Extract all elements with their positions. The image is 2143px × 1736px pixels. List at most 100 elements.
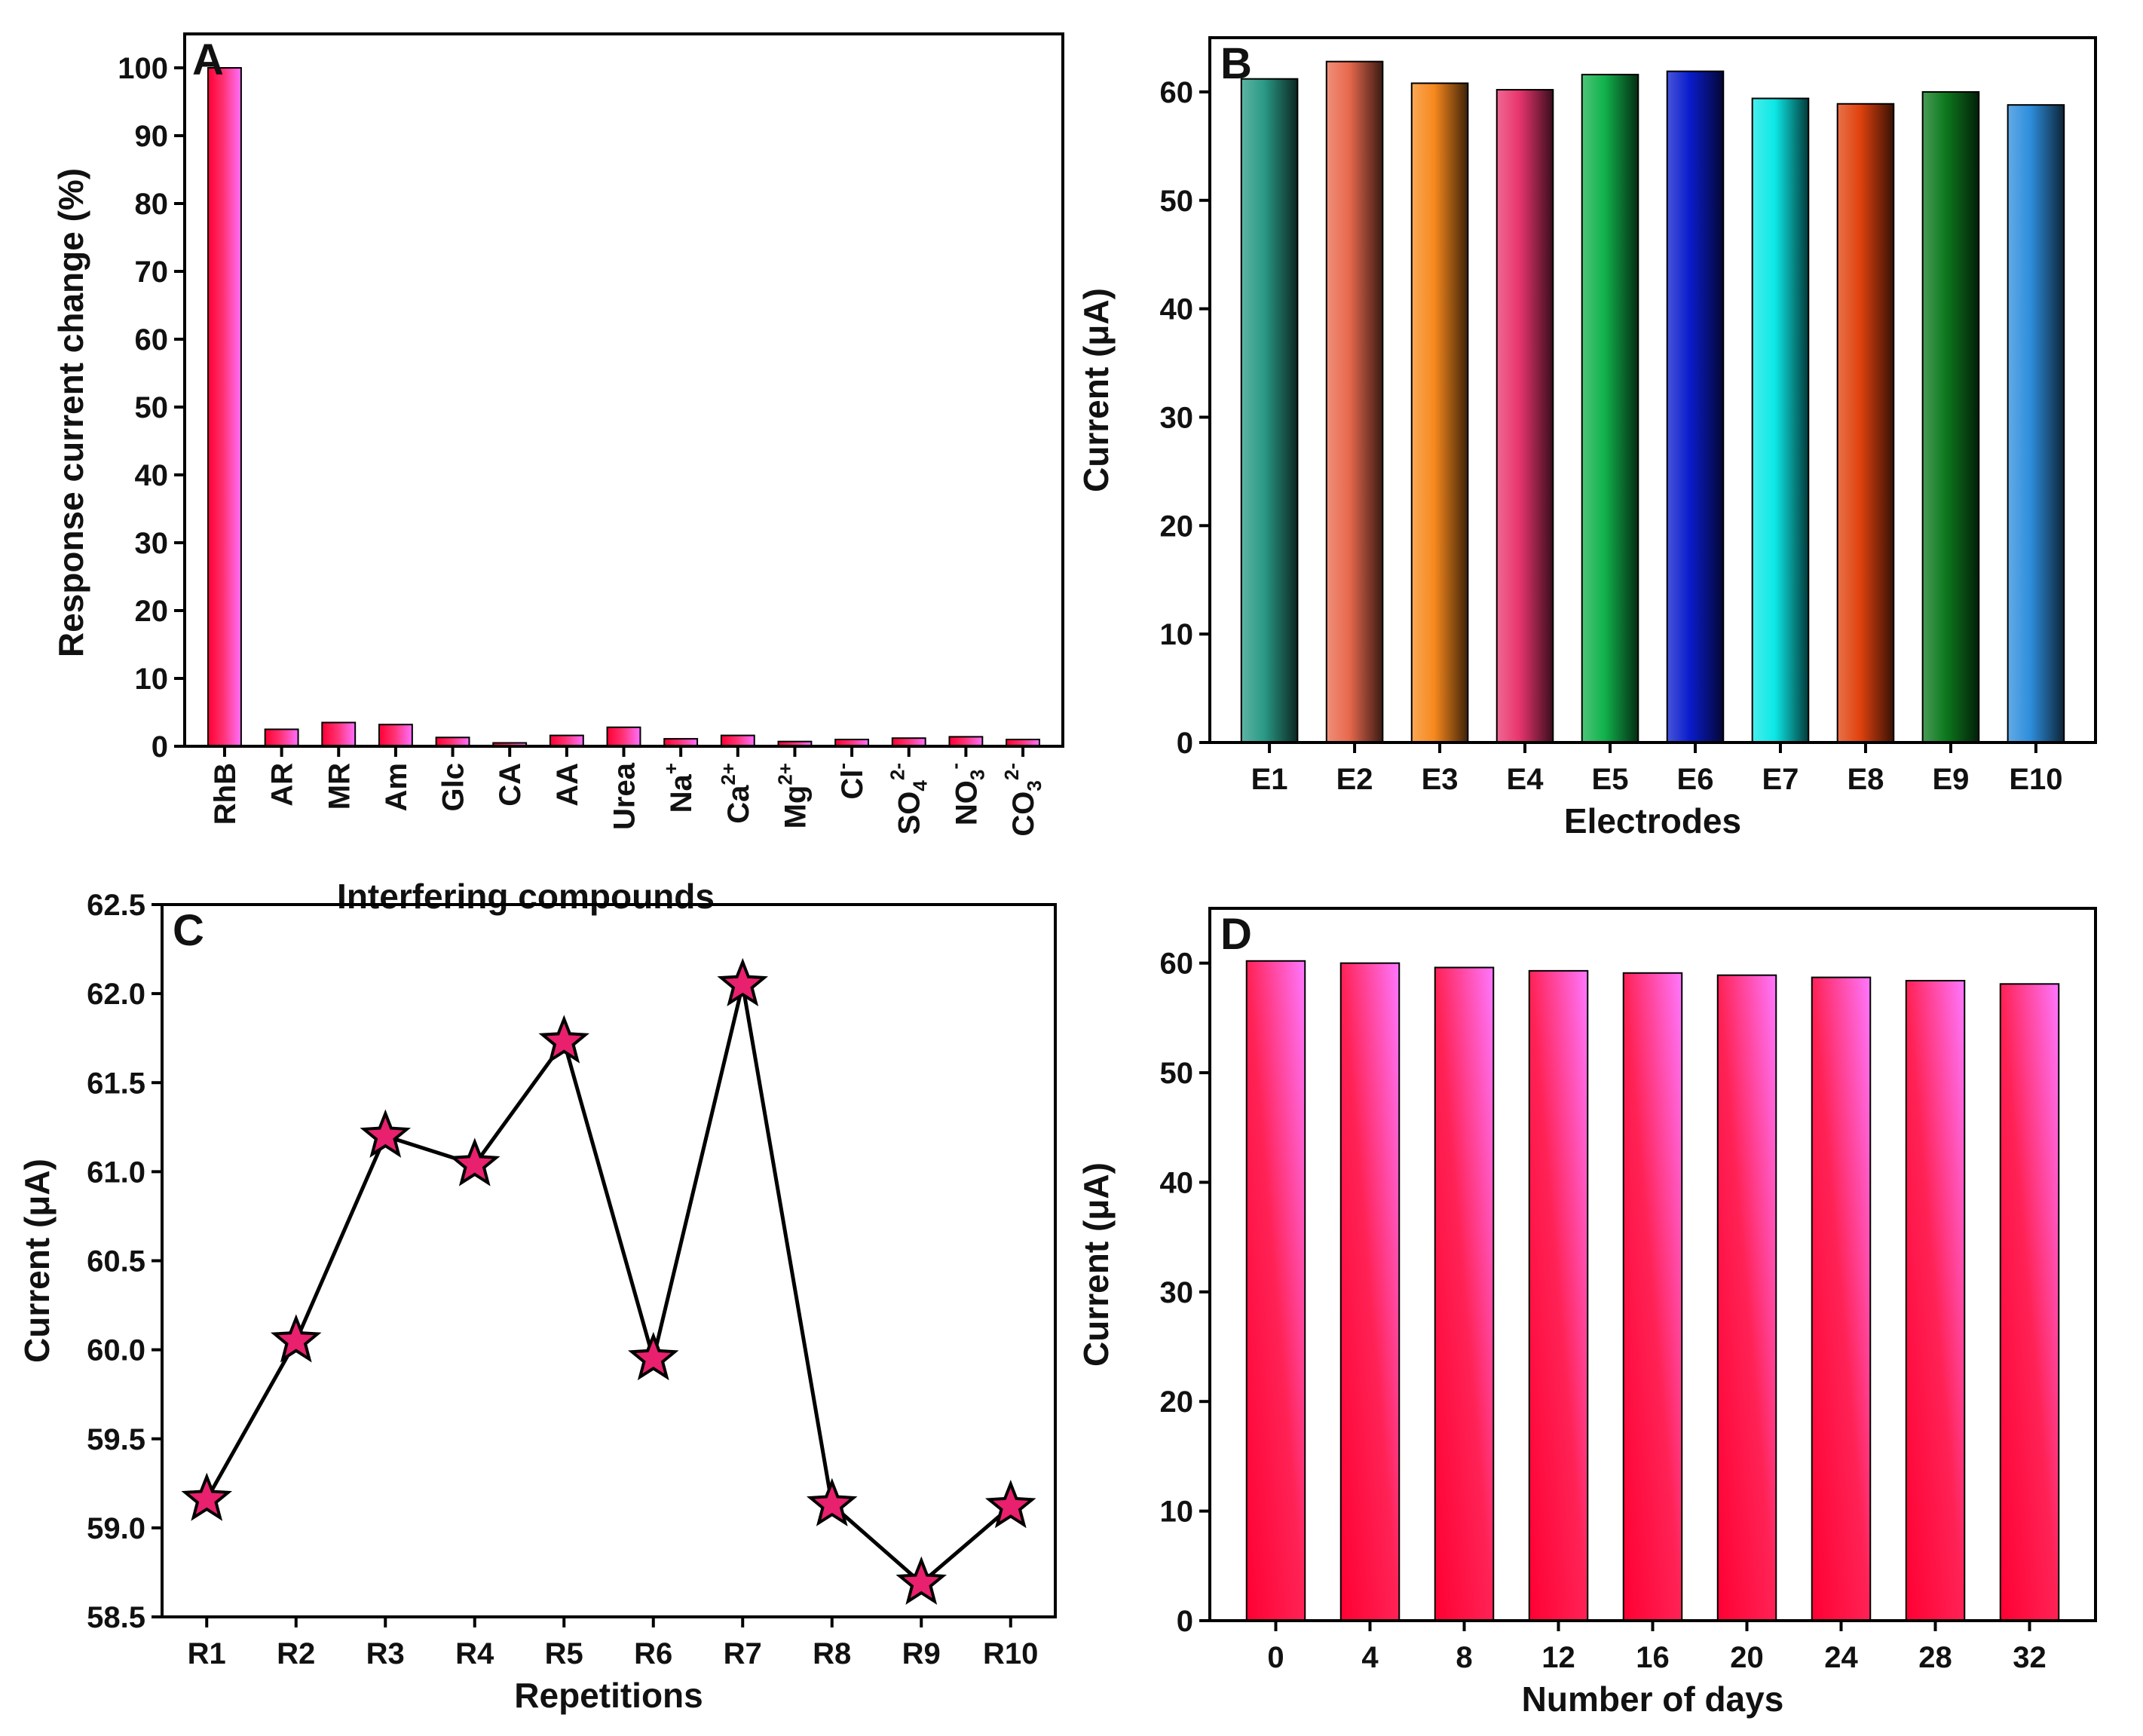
bar xyxy=(264,728,299,747)
x-tick-label: MR xyxy=(323,763,356,810)
bar xyxy=(1716,974,1777,1621)
plot-frame xyxy=(183,32,1064,748)
bar xyxy=(1410,82,1469,743)
x-axis-title: Number of days xyxy=(1522,1679,1784,1719)
x-tick-label: SO42- xyxy=(886,763,932,834)
bar xyxy=(1434,966,1495,1621)
bar xyxy=(2007,104,2065,743)
y-tick-label: 0 xyxy=(1177,727,1193,760)
data-point-star xyxy=(448,1137,501,1186)
y-tick-label: 62.5 xyxy=(87,889,145,922)
bar xyxy=(1496,89,1554,744)
x-tick-label: 4 xyxy=(1361,1641,1379,1674)
panel-label: C xyxy=(173,906,204,955)
x-tick-label: E8 xyxy=(1847,763,1884,796)
data-point-star xyxy=(270,1314,322,1363)
bar xyxy=(606,726,641,747)
bar xyxy=(1240,78,1299,743)
y-tick-label: 40 xyxy=(1160,1166,1194,1199)
data-point-star xyxy=(628,1331,679,1381)
x-tick-label: CO32- xyxy=(1000,763,1045,837)
data-point-star xyxy=(360,1109,412,1158)
x-tick-label: NO3- xyxy=(943,763,988,825)
x-tick-label: E4 xyxy=(1507,763,1544,796)
data-point-star xyxy=(807,1477,858,1526)
plot-frame xyxy=(1208,907,2097,1622)
y-tick-label: 50 xyxy=(1160,185,1194,218)
y-tick-label: 10 xyxy=(135,663,169,696)
y-axis-title: Current (μA) xyxy=(1076,1162,1116,1367)
y-tick-label: 40 xyxy=(135,459,169,492)
x-tick-label: Cl- xyxy=(831,763,869,800)
x-tick-label: R3 xyxy=(366,1637,405,1670)
x-tick-label: R7 xyxy=(724,1637,762,1670)
x-tick-label: Urea xyxy=(608,762,641,830)
y-tick-label: 40 xyxy=(1160,293,1194,326)
bar xyxy=(1751,97,1810,744)
x-tick-label: 32 xyxy=(2013,1641,2047,1674)
y-tick-label: 59.5 xyxy=(87,1423,145,1456)
y-tick-label: 20 xyxy=(135,595,169,628)
data-point-star xyxy=(895,1556,948,1605)
y-tick-label: 10 xyxy=(1160,618,1194,651)
y-tick-label: 60 xyxy=(1160,76,1194,109)
x-tick-label: R8 xyxy=(813,1637,851,1670)
y-tick-label: 60 xyxy=(1160,948,1194,981)
x-tick-label: Ca2+ xyxy=(717,763,755,824)
x-tick-label: AA xyxy=(551,763,584,807)
bar xyxy=(1999,983,2060,1622)
data-point-star xyxy=(181,1472,233,1521)
panel-c-chart: R1 R2 R3 R4 R5 R6 R7 R8 R9 R10 58.5 59.0 59.5 60.0 60.… xyxy=(17,889,1057,1715)
y-tick-label: 62.0 xyxy=(87,978,145,1011)
x-tick-label: 28 xyxy=(1918,1641,1952,1674)
x-tick-label: Am xyxy=(380,763,413,811)
bar xyxy=(1622,972,1683,1622)
y-tick-label: 0 xyxy=(1177,1605,1193,1638)
y-tick-label: 60.0 xyxy=(87,1334,145,1367)
bar xyxy=(1339,962,1401,1621)
x-tick-label: 24 xyxy=(1824,1641,1858,1674)
data-point-star xyxy=(984,1480,1036,1529)
series-line xyxy=(205,984,1012,1586)
y-tick-label: 20 xyxy=(1160,1385,1194,1419)
x-tick-label: R6 xyxy=(634,1637,672,1670)
panel-label: A xyxy=(192,35,224,84)
bar xyxy=(1836,103,1895,743)
x-tick-label: E5 xyxy=(1592,763,1629,796)
x-axis-title: Interfering compounds xyxy=(337,877,715,916)
x-tick-label: R5 xyxy=(545,1637,583,1670)
bar xyxy=(1581,73,1639,743)
x-tick-label: R9 xyxy=(902,1637,941,1670)
y-tick-label: 60.5 xyxy=(87,1245,145,1278)
y-tick-label: 90 xyxy=(135,120,169,153)
bar xyxy=(207,67,242,747)
plot-frame xyxy=(1208,36,2097,744)
x-tick-label: E3 xyxy=(1422,763,1459,796)
x-tick-label: E6 xyxy=(1677,763,1714,796)
y-tick-label: 80 xyxy=(135,188,169,221)
data-point-star xyxy=(717,957,769,1007)
x-tick-label: R4 xyxy=(455,1637,494,1670)
plot-frame xyxy=(161,903,1057,1618)
x-tick-label: 12 xyxy=(1541,1641,1575,1674)
panel-b-chart: E1 E2 E3 E4 E5 E6 E7 E8 E9 E10 0 10 20 30 40 50 60 Electr… xyxy=(1076,36,2097,840)
y-axis-title: Response current change (%) xyxy=(51,168,90,657)
bar xyxy=(1325,60,1384,743)
y-tick-label: 61.5 xyxy=(87,1067,145,1100)
y-axis-title: Current (μA) xyxy=(1076,288,1116,492)
bar xyxy=(1245,960,1306,1622)
y-tick-label: 100 xyxy=(118,52,168,85)
y-tick-label: 0 xyxy=(152,730,168,764)
x-tick-label: E2 xyxy=(1336,763,1373,796)
x-tick-label: AR xyxy=(266,763,299,807)
x-axis-title: Electrodes xyxy=(1564,801,1741,840)
bar xyxy=(321,721,357,747)
y-tick-label: 60 xyxy=(135,323,169,357)
y-axis-title: Current (μA) xyxy=(17,1159,57,1363)
bar xyxy=(549,734,584,747)
panel-label: B xyxy=(1220,39,1252,88)
bar xyxy=(1528,969,1589,1622)
data-point-star xyxy=(538,1015,590,1064)
y-tick-label: 10 xyxy=(1160,1496,1194,1529)
